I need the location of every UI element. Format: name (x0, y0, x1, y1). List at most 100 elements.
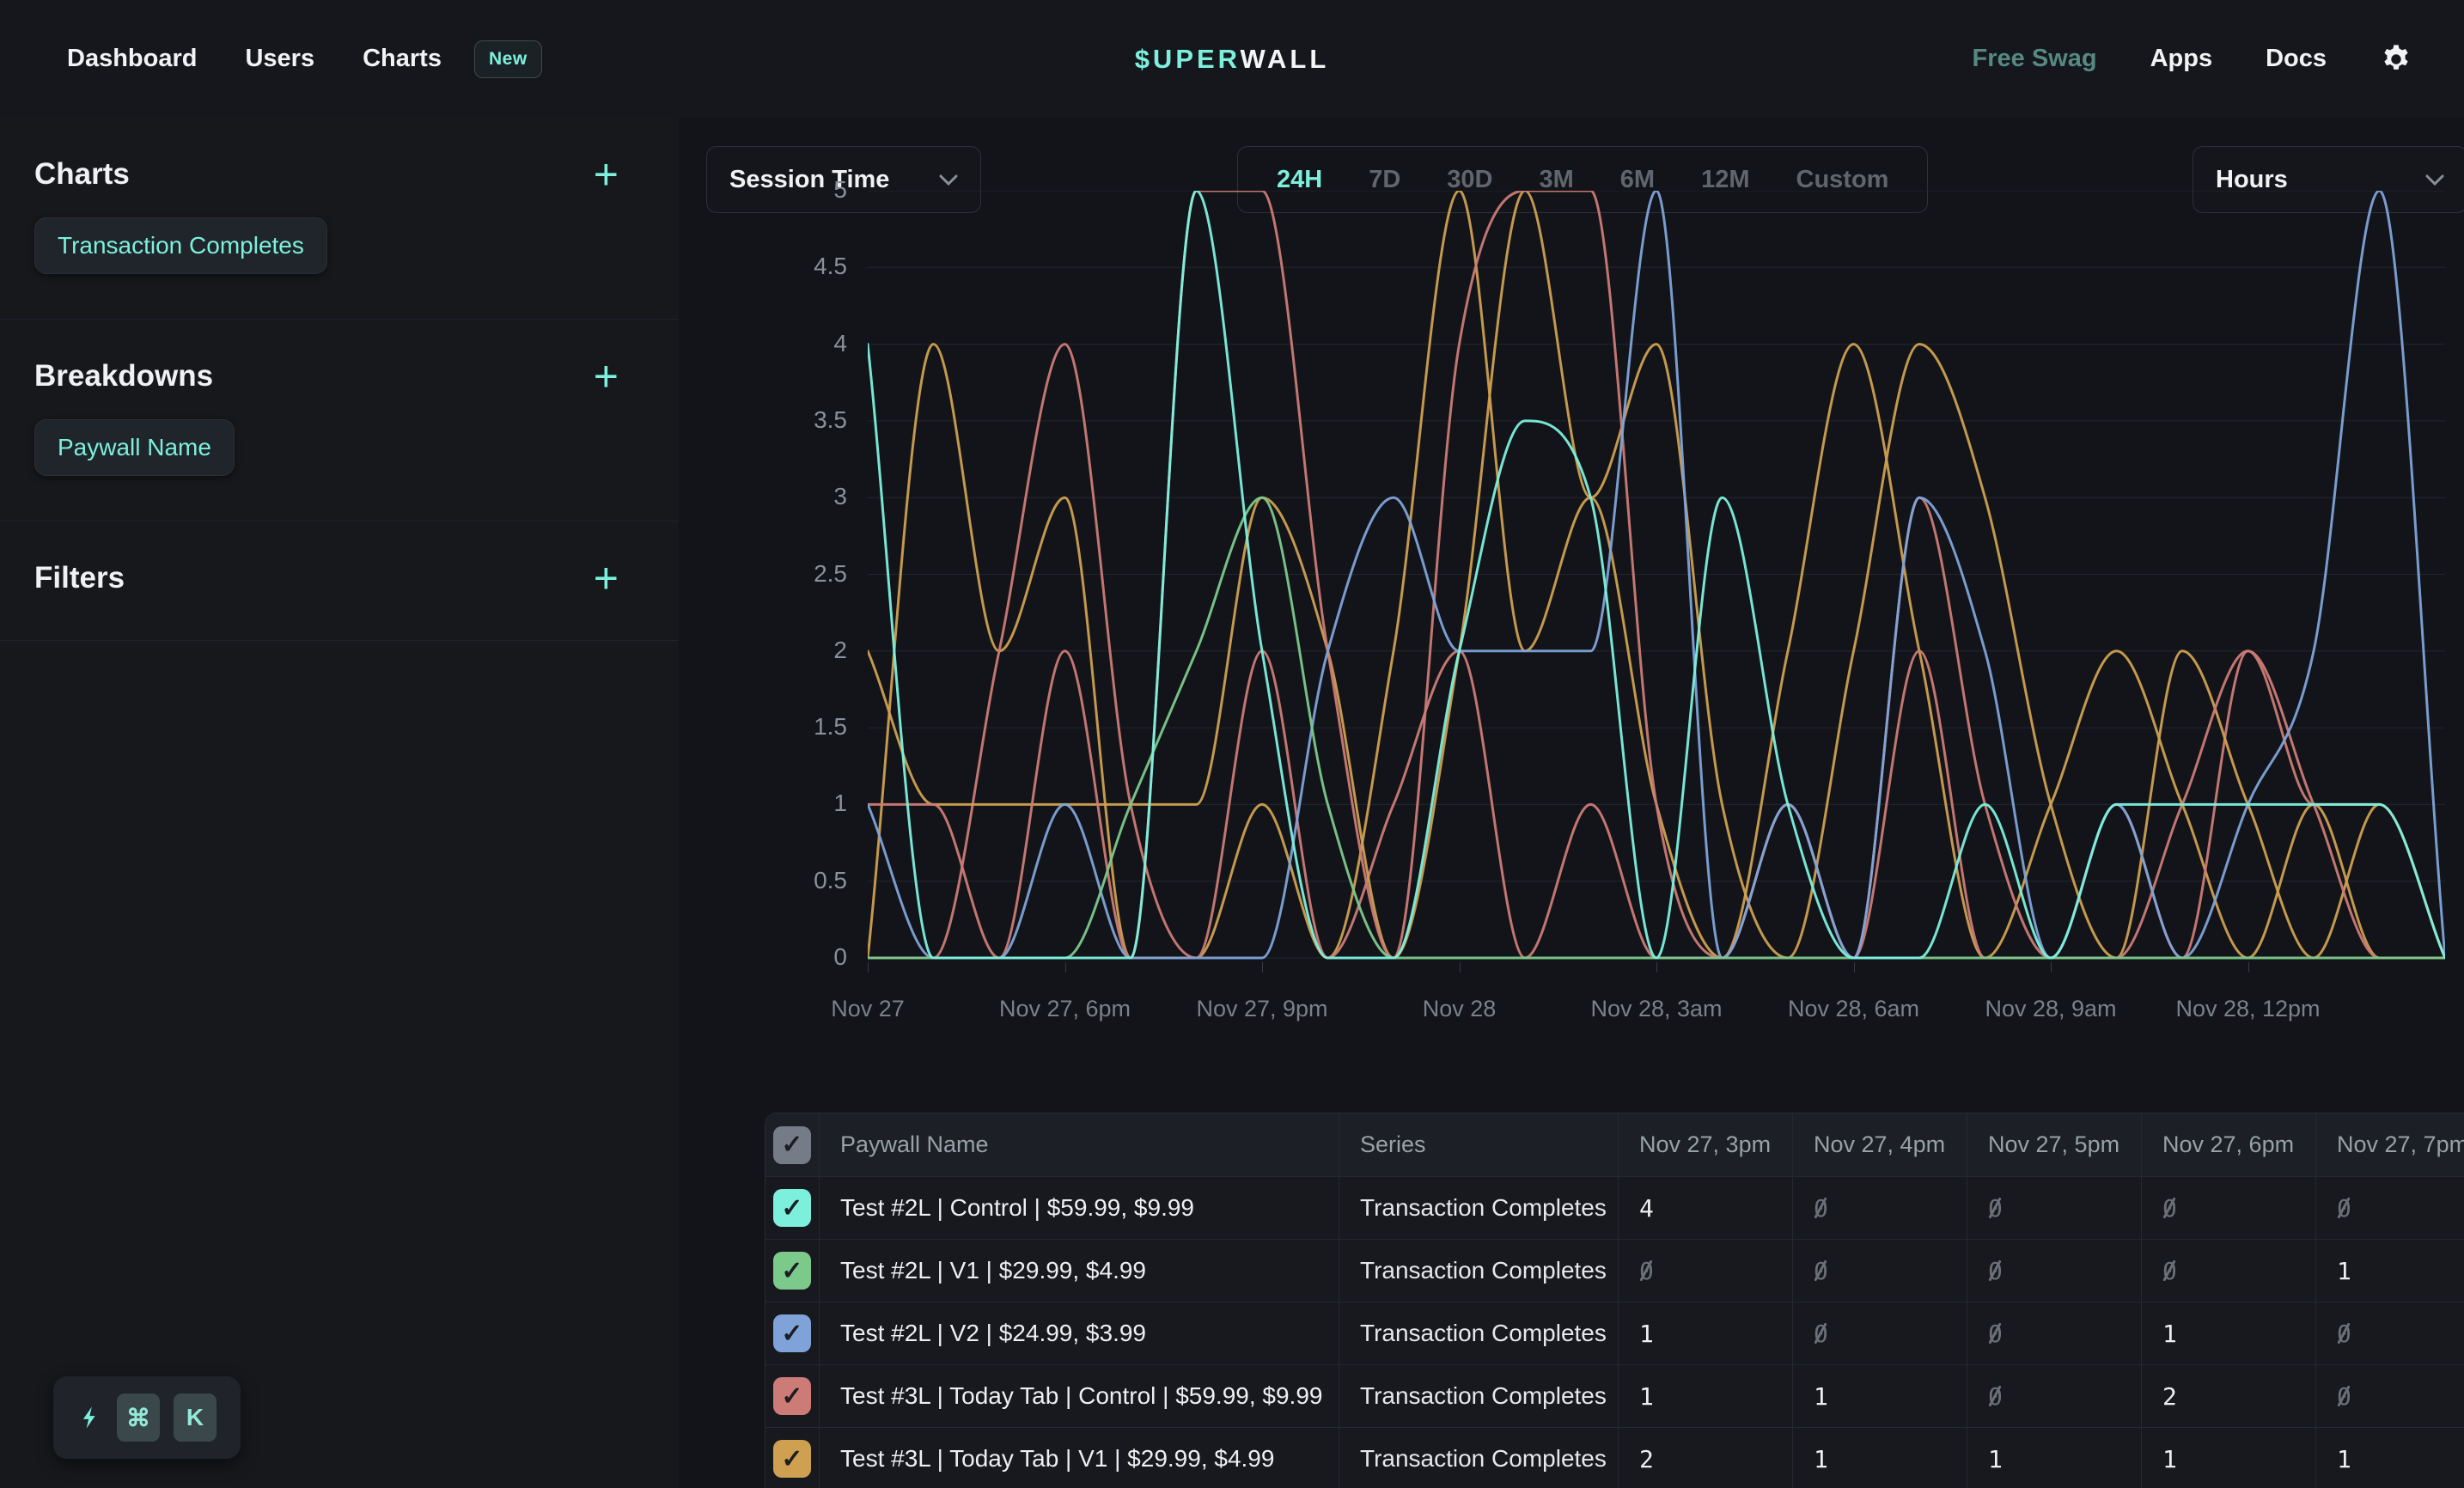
range-tab-3m[interactable]: 3M (1516, 166, 1596, 194)
paywall-name: Test #2L | Control | $59.99, $9.99 (840, 1194, 1194, 1222)
table-row: ✓ Test #2L | Control | $59.99, $9.99 Trans… (765, 1177, 2464, 1240)
table-row: ✓ Test #3L | Today Tab | Control | $59.99… (765, 1365, 2464, 1428)
lightning-bolt-icon (77, 1402, 103, 1433)
add-charts-button[interactable]: + (594, 159, 619, 190)
nav-item-charts[interactable]: Charts (363, 45, 442, 73)
range-tab-24h[interactable]: 24H (1253, 166, 1345, 194)
add-filters-button[interactable]: + (594, 563, 619, 594)
new-badge: New (474, 40, 542, 78)
range-tab-7d[interactable]: 7D (1345, 166, 1424, 194)
nav-item-docs[interactable]: Docs (2266, 45, 2327, 73)
k-keycap: K (174, 1393, 217, 1442)
x-axis-label: Nov 28 (1357, 996, 1563, 1022)
x-axis-tick (1065, 962, 1066, 973)
chip-transaction-completes[interactable]: Transaction Completes (34, 217, 327, 274)
table-header-row: ✓ Paywall Name Series Nov 27, 3pm Nov 27, 4p… (765, 1113, 2464, 1177)
cell-value: 1 (1988, 1445, 2003, 1473)
logo-rest: WALL (1241, 44, 1330, 74)
column-header: Nov 27, 5pm (1988, 1131, 2119, 1158)
y-axis-label: 1 (679, 790, 847, 817)
sidebar-section-filters: Filters + (0, 521, 679, 640)
cmd-keycap: ⌘ (117, 1393, 160, 1442)
top-nav: Dashboard Users Charts New $UPERWALL Fre… (0, 0, 2464, 119)
nav-left: Dashboard Users Charts New (0, 40, 542, 78)
cell-value: 1 (1639, 1320, 1654, 1348)
nav-item-users[interactable]: Users (245, 45, 314, 73)
x-axis-label: Nov 28, 9am (1948, 996, 2154, 1022)
cell-value: 1 (2337, 1257, 2351, 1285)
cell-value: 2 (2162, 1382, 2177, 1411)
row-checkbox[interactable]: ✓ (773, 1440, 811, 1478)
x-axis-label: Nov 28, 6am (1751, 996, 1957, 1022)
cell-value: 1 (2162, 1445, 2177, 1473)
range-tab-12m[interactable]: 12M (1678, 166, 1772, 194)
cell-value: 2 (1639, 1445, 1654, 1473)
cell-value: 0 (2162, 1257, 2177, 1285)
y-axis-label: 5 (679, 176, 847, 204)
command-palette-shortcut[interactable]: ⌘ K (53, 1376, 241, 1459)
paywall-name: Test #3L | Today Tab | V1 | $29.99, $4.9… (840, 1445, 1274, 1473)
row-checkbox[interactable]: ✓ (773, 1252, 811, 1290)
cell-value: 0 (1814, 1194, 1828, 1223)
cell-value: 0 (1814, 1320, 1828, 1348)
cell-value: 1 (1814, 1445, 1828, 1473)
paywall-name: Test #3L | Today Tab | Control | $59.99,… (840, 1382, 1322, 1410)
cell-value: 0 (2337, 1194, 2351, 1223)
table-row: ✓Test #2L | V1 | $29.99, $4.99Transactio… (765, 1240, 2464, 1302)
superwall-logo: $UPERWALL (1135, 44, 1330, 75)
sidebar-sections: Charts + Transaction Completes Breakdowns + P… (0, 118, 679, 641)
nav-right: Free Swag Apps Docs (1973, 0, 2464, 118)
sidebar-section-charts: Charts + Transaction Completes (0, 118, 679, 319)
logo-accent: $UPER (1135, 44, 1241, 74)
chip-paywall-name[interactable]: Paywall Name (34, 419, 235, 476)
x-axis-label: Nov 27, 9pm (1159, 996, 1365, 1022)
y-axis-label: 2.5 (679, 560, 847, 588)
y-axis-label: 0.5 (679, 867, 847, 894)
section-title: Filters (34, 561, 125, 595)
column-header: Series (1360, 1131, 1426, 1158)
x-axis-tick (868, 962, 869, 973)
row-checkbox[interactable]: ✓ (773, 1189, 811, 1227)
nav-item-dashboard[interactable]: Dashboard (67, 45, 197, 73)
y-axis-label: 4 (679, 330, 847, 357)
x-axis-tick (2248, 962, 2249, 973)
series-name: Transaction Completes (1360, 1257, 1607, 1284)
y-axis-label: 3 (679, 483, 847, 510)
cell-value: 0 (2162, 1194, 2177, 1223)
x-axis-tick (1854, 962, 1855, 973)
series-name: Transaction Completes (1360, 1194, 1607, 1222)
chevron-down-icon (939, 174, 958, 186)
range-tab-30d[interactable]: 30D (1424, 166, 1516, 194)
column-header: Nov 27, 3pm (1639, 1131, 1771, 1158)
y-axis-label: 4.5 (679, 253, 847, 280)
row-checkbox[interactable]: ✓ (773, 1377, 811, 1415)
nav-item-apps[interactable]: Apps (2150, 45, 2213, 73)
table-row: ✓Test #2L | V2 | $24.99, $3.99Transactio… (765, 1302, 2464, 1365)
series-name: Transaction Completes (1360, 1320, 1607, 1347)
divider (0, 640, 679, 641)
cell-value: 0 (1988, 1257, 2003, 1285)
section-title: Breakdowns (34, 359, 213, 393)
select-all-checkbox[interactable]: ✓ (773, 1126, 811, 1164)
sidebar: Charts + Transaction Completes Breakdowns + P… (0, 118, 680, 1488)
nav-item-free-swag[interactable]: Free Swag (1973, 45, 2097, 73)
column-header: Nov 27, 4pm (1814, 1131, 1945, 1158)
x-axis-label: Nov 28, 12pm (2145, 996, 2351, 1022)
section-title: Charts (34, 157, 130, 192)
table-row: ✓ Test #3L | Today Tab | V1 | $29.99, $4.… (765, 1428, 2464, 1488)
settings-gear-icon[interactable] (2380, 43, 2412, 76)
chevron-down-icon (2425, 174, 2444, 186)
cell-value: 0 (1639, 1257, 1654, 1285)
range-tab-6m[interactable]: 6M (1597, 166, 1678, 194)
cell-value: 1 (2337, 1445, 2351, 1473)
x-axis-label: Nov 27, 6pm (962, 996, 1168, 1022)
range-tab-custom[interactable]: Custom (1773, 166, 1912, 194)
chart-canvas (868, 191, 2445, 963)
cell-value: 1 (1814, 1382, 1828, 1411)
column-header: Paywall Name (840, 1131, 989, 1158)
cell-value: 1 (2162, 1320, 2177, 1348)
add-breakdowns-button[interactable]: + (594, 361, 619, 392)
row-checkbox[interactable]: ✓ (773, 1314, 811, 1352)
y-axis-label: 2 (679, 637, 847, 664)
cell-value: 0 (1814, 1257, 1828, 1285)
